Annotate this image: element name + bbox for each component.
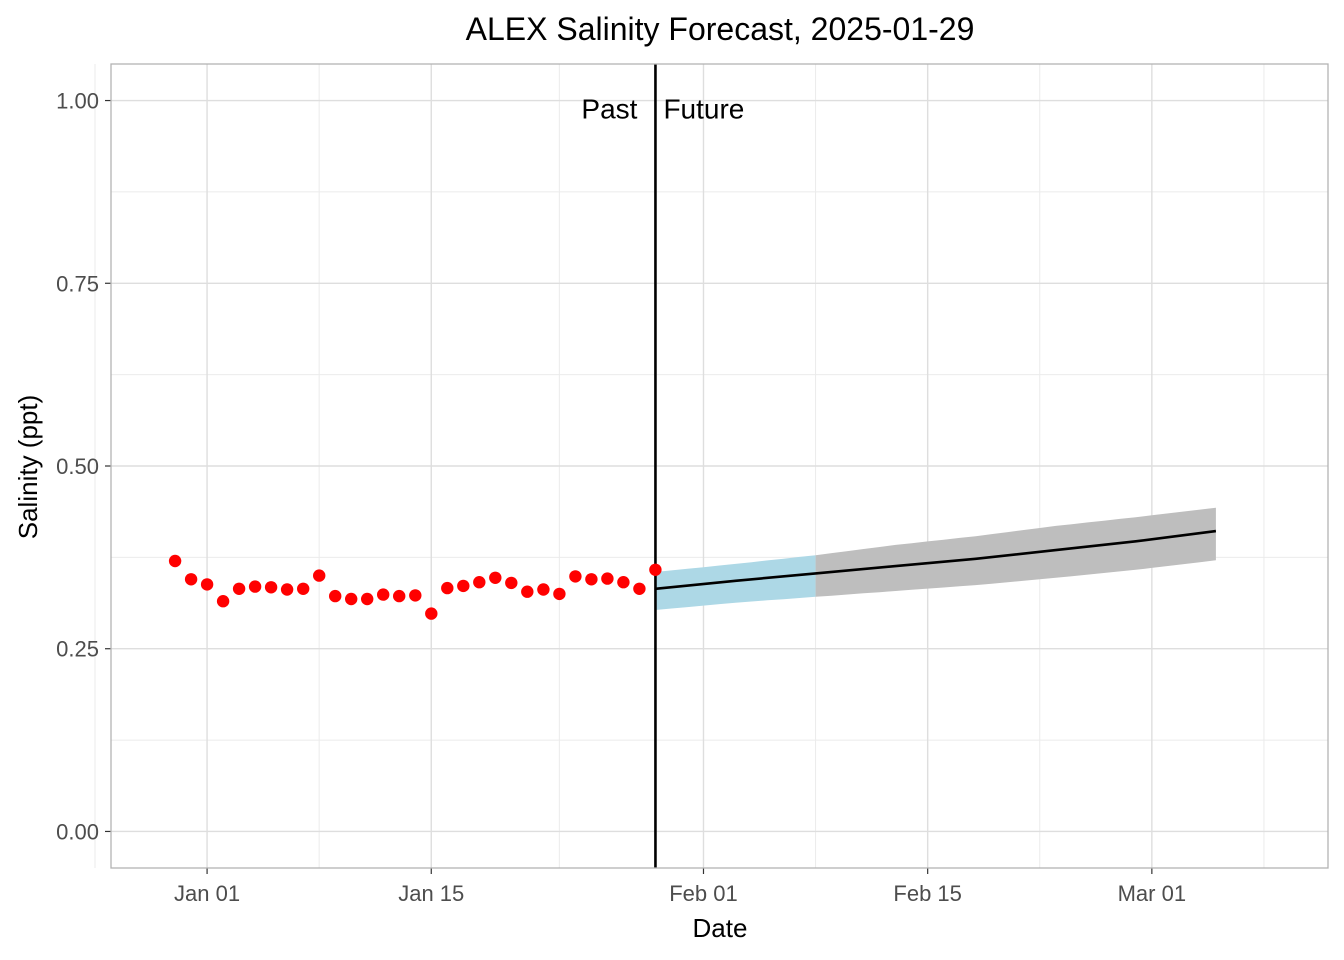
y-axis-title: Salinity (ppt) <box>13 395 43 540</box>
x-axis-title: Date <box>693 913 748 943</box>
chart-title: ALEX Salinity Forecast, 2025-01-29 <box>466 11 975 47</box>
forecast-mean-line-group <box>655 529 1217 591</box>
observation-point <box>473 576 486 589</box>
x-tick-label: Feb 15 <box>893 881 962 906</box>
observation-point <box>585 573 598 586</box>
observation-point <box>441 581 454 595</box>
forecast-interval-bands <box>655 507 1216 610</box>
observation-point <box>569 570 582 583</box>
observation-point <box>457 579 470 593</box>
x-tick-label: Jan 15 <box>398 881 464 906</box>
observation-point <box>280 583 294 596</box>
long-term-interval-band <box>815 507 1216 597</box>
y-tick-label: 1.00 <box>56 89 99 114</box>
observation-point <box>248 580 262 593</box>
observation-point <box>553 587 566 601</box>
observation-point <box>505 576 518 590</box>
observation-point <box>377 588 390 601</box>
observation-point <box>216 595 230 608</box>
x-tick-label: Jan 01 <box>174 881 240 906</box>
observation-point <box>601 572 614 585</box>
observation-point <box>264 581 278 594</box>
observation-point <box>393 589 406 603</box>
tick-labels: 0.00 0.25 0.50 0.75 1.00 Jan 01 Jan 15 Feb 01 Fe… <box>56 89 1186 906</box>
grid-lines <box>94 64 1328 868</box>
observation-point <box>361 592 374 606</box>
observation-point <box>329 589 342 603</box>
observation-point <box>297 582 310 595</box>
observation-point <box>489 571 502 584</box>
y-tick-label: 0.50 <box>56 454 99 479</box>
observation-point <box>184 573 198 586</box>
observation-point <box>521 585 534 598</box>
observation-point <box>200 578 214 591</box>
observation-point <box>345 592 358 606</box>
y-tick-label: 0.25 <box>56 637 99 662</box>
past-annotation: Past <box>581 94 637 125</box>
observation-points <box>168 554 662 620</box>
observation-point <box>232 582 246 595</box>
observation-point <box>617 576 630 589</box>
observation-point <box>409 589 422 602</box>
near-term-interval-band <box>655 555 816 610</box>
forecast-mean-line <box>655 529 1217 591</box>
observation-point <box>633 582 646 595</box>
y-tick-label: 0.00 <box>56 819 99 844</box>
observation-point <box>649 563 662 576</box>
y-tick-label: 0.75 <box>56 271 99 296</box>
x-tick-label: Mar 01 <box>1118 881 1186 906</box>
observation-point <box>425 607 438 620</box>
panel-border <box>110 63 1329 869</box>
observation-point <box>537 583 550 596</box>
observation-point <box>168 554 182 568</box>
future-annotation: Future <box>663 94 744 125</box>
observation-point <box>313 569 326 582</box>
x-tick-label: Feb 01 <box>669 881 738 906</box>
